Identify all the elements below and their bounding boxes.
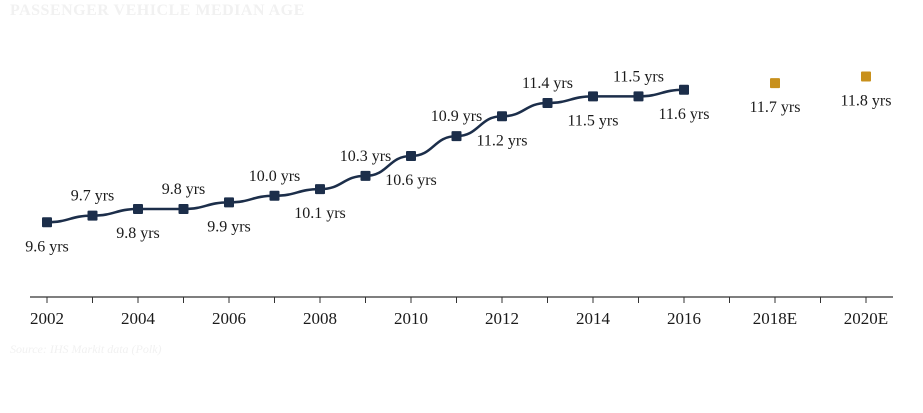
actual-data-point xyxy=(679,84,689,95)
x-tick-label: 2014 xyxy=(576,309,611,328)
actual-data-point xyxy=(87,210,98,221)
data-label: 11.5 yrs xyxy=(568,112,619,129)
data-label: 10.0 yrs xyxy=(249,168,301,185)
actual-data-point xyxy=(315,184,325,195)
x-tick-label: 2004 xyxy=(121,309,156,328)
data-label: 9.8 yrs xyxy=(162,181,206,198)
actual-data-point xyxy=(542,98,553,108)
actual-data-point xyxy=(133,204,143,214)
x-tick-label: 2010 xyxy=(394,309,428,328)
data-label: 10.6 yrs xyxy=(385,172,437,189)
actual-data-point xyxy=(269,190,280,201)
chart-title: Passenger vehicle median age xyxy=(10,2,305,19)
data-label: 11.4 yrs xyxy=(522,75,573,92)
data-label: 9.8 yrs xyxy=(116,225,160,242)
actual-data-point xyxy=(588,91,598,102)
actual-data-point xyxy=(42,217,52,228)
data-label: 9.7 yrs xyxy=(71,188,115,205)
actual-data-point xyxy=(360,170,371,181)
data-label: 10.3 yrs xyxy=(340,148,392,165)
data-label: 9.9 yrs xyxy=(207,218,251,235)
x-tick-label: 2016 xyxy=(667,309,701,328)
x-tick-label: 2006 xyxy=(212,309,246,328)
data-label: 10.1 yrs xyxy=(294,205,346,222)
data-label: 11.6 yrs xyxy=(659,106,710,123)
data-label: 11.7 yrs xyxy=(750,99,801,116)
x-tick-label: 2012 xyxy=(485,309,519,328)
actual-data-point xyxy=(497,111,507,122)
data-label: 11.8 yrs xyxy=(841,93,892,110)
actual-data-point xyxy=(406,151,416,161)
data-label: 11.5 yrs xyxy=(613,68,664,85)
actual-data-point xyxy=(633,91,644,102)
data-label: 10.9 yrs xyxy=(431,108,483,125)
x-tick-label: 2020E xyxy=(844,309,888,328)
actual-data-point xyxy=(178,204,189,214)
chart-source: Source: IHS Markit data (Polk) xyxy=(10,342,162,356)
data-label: 9.6 yrs xyxy=(25,238,69,255)
estimate-data-point xyxy=(861,71,871,82)
actual-data-point xyxy=(451,131,462,142)
x-tick-label: 2002 xyxy=(30,309,64,328)
data-label: 11.2 yrs xyxy=(477,132,528,149)
estimate-data-point xyxy=(770,78,780,89)
x-tick-label: 2018E xyxy=(753,309,797,328)
actual-data-point xyxy=(224,197,234,208)
x-tick-label: 2008 xyxy=(303,309,337,328)
